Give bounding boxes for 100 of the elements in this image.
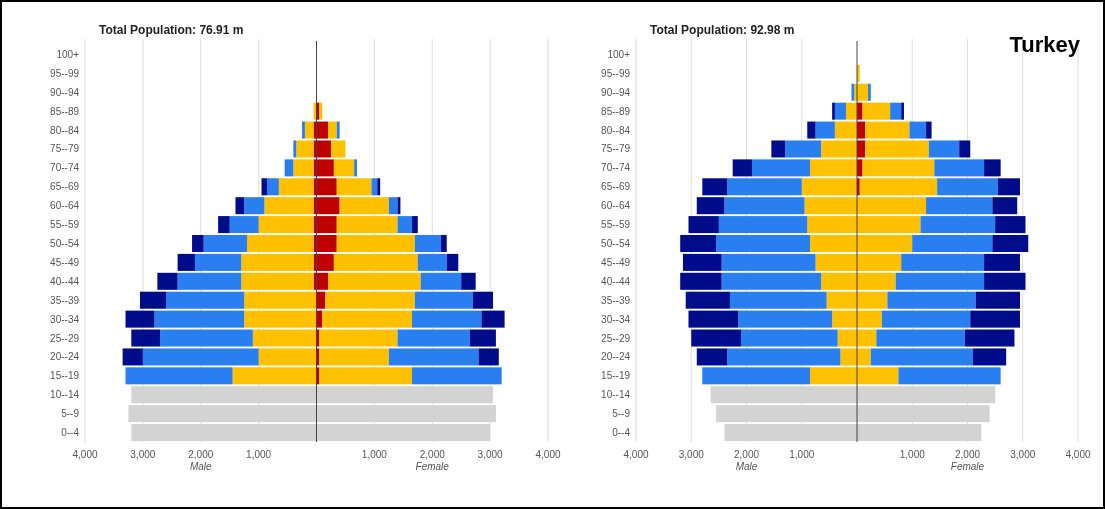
- bar: [857, 197, 927, 215]
- bar: [316, 178, 337, 196]
- bar: [235, 197, 245, 215]
- bar: [278, 178, 314, 196]
- x-tick-label: 1,000: [361, 449, 388, 460]
- bar: [718, 216, 808, 234]
- x-tick-label: 3,000: [678, 449, 705, 460]
- x-tick-label: 3,000: [130, 449, 156, 460]
- bar: [834, 102, 846, 120]
- bar: [244, 310, 317, 328]
- annotation: Turkey: [1009, 32, 1081, 57]
- bar: [926, 197, 993, 215]
- y-tick-label: 30--34: [50, 313, 80, 325]
- x-tick-label: 1,000: [899, 449, 926, 460]
- x-tick-label: 1,000: [789, 449, 815, 460]
- text: Male: [189, 461, 213, 472]
- bar: [724, 197, 805, 215]
- bar: [702, 367, 811, 385]
- text: Female: [415, 461, 450, 472]
- x-tick-label: 1,000: [246, 449, 272, 460]
- y-tick-label: 10--14: [50, 389, 80, 401]
- bar: [995, 216, 1026, 234]
- bar: [420, 272, 462, 290]
- bar: [336, 216, 398, 234]
- bar: [258, 216, 314, 234]
- bar: [354, 159, 358, 177]
- bar: [682, 253, 722, 271]
- bar: [339, 197, 389, 215]
- y-tick-label: 15--19: [601, 370, 631, 382]
- y-tick-label: 5--9: [61, 408, 80, 420]
- bar: [680, 272, 722, 290]
- bar: [859, 178, 938, 196]
- bar: [680, 234, 717, 253]
- bar: [862, 159, 935, 177]
- bar: [890, 102, 902, 120]
- bar: [336, 178, 372, 196]
- bar: [920, 216, 996, 234]
- bar: [721, 253, 816, 271]
- bar: [472, 291, 494, 309]
- y-tick-label: 75--79: [601, 143, 631, 155]
- bar: [316, 216, 337, 234]
- bar: [912, 234, 993, 253]
- bar: [244, 291, 317, 309]
- bar: [807, 121, 816, 139]
- bar: [716, 234, 811, 253]
- bar: [857, 253, 902, 271]
- bar: [166, 291, 245, 309]
- bar: [177, 253, 195, 271]
- bar: [832, 310, 857, 328]
- x-tick-label: 2,000: [188, 449, 214, 460]
- y-tick-label: 10--14: [601, 389, 631, 401]
- bar: [414, 291, 473, 309]
- bar: [810, 159, 857, 177]
- bar: [241, 253, 314, 271]
- bar: [397, 216, 412, 234]
- y-tick-label: 55--59: [50, 219, 80, 231]
- bar: [688, 216, 719, 234]
- bar: [975, 291, 1020, 309]
- x-tick-label: 4,000: [72, 449, 98, 460]
- x-tick-label: 2,000: [733, 449, 760, 460]
- bar: [417, 253, 447, 271]
- bar: [328, 272, 421, 290]
- bar: [857, 216, 921, 234]
- bar: [909, 121, 927, 139]
- x-tick-label: 4,000: [623, 449, 649, 460]
- bar: [881, 310, 971, 328]
- y-tick-label: 0--4: [612, 427, 631, 439]
- y-tick-label: 45--49: [50, 256, 80, 268]
- bar: [804, 197, 857, 215]
- bar: [738, 310, 833, 328]
- bar: [247, 234, 314, 253]
- bar: [481, 310, 505, 328]
- bar: [411, 310, 482, 328]
- bar: [821, 272, 857, 290]
- bar: [302, 121, 305, 139]
- bar: [771, 140, 786, 158]
- text: Female: [950, 461, 985, 472]
- y-tick-label: 20--24: [50, 351, 80, 363]
- y-tick-label: 70--74: [50, 162, 80, 174]
- bar: [333, 159, 355, 177]
- bar: [857, 234, 913, 253]
- y-tick-label: 70--74: [601, 162, 631, 174]
- bar: [729, 291, 827, 309]
- bar: [702, 178, 728, 196]
- bar: [810, 234, 857, 253]
- bar: [241, 272, 314, 290]
- bar: [316, 272, 329, 290]
- bar: [868, 83, 871, 101]
- y-tick-label: 40--44: [601, 275, 631, 287]
- y-tick-label: 40--44: [50, 275, 80, 287]
- bar: [325, 291, 415, 309]
- bar: [371, 178, 378, 196]
- bar: [857, 291, 888, 309]
- y-tick-label: 95--99: [601, 67, 631, 79]
- bar: [937, 178, 998, 196]
- bar: [845, 102, 857, 120]
- bar: [959, 140, 971, 158]
- y-tick-label: 0--4: [61, 427, 80, 439]
- y-tick-label: 20--24: [601, 351, 631, 363]
- bar: [267, 178, 279, 196]
